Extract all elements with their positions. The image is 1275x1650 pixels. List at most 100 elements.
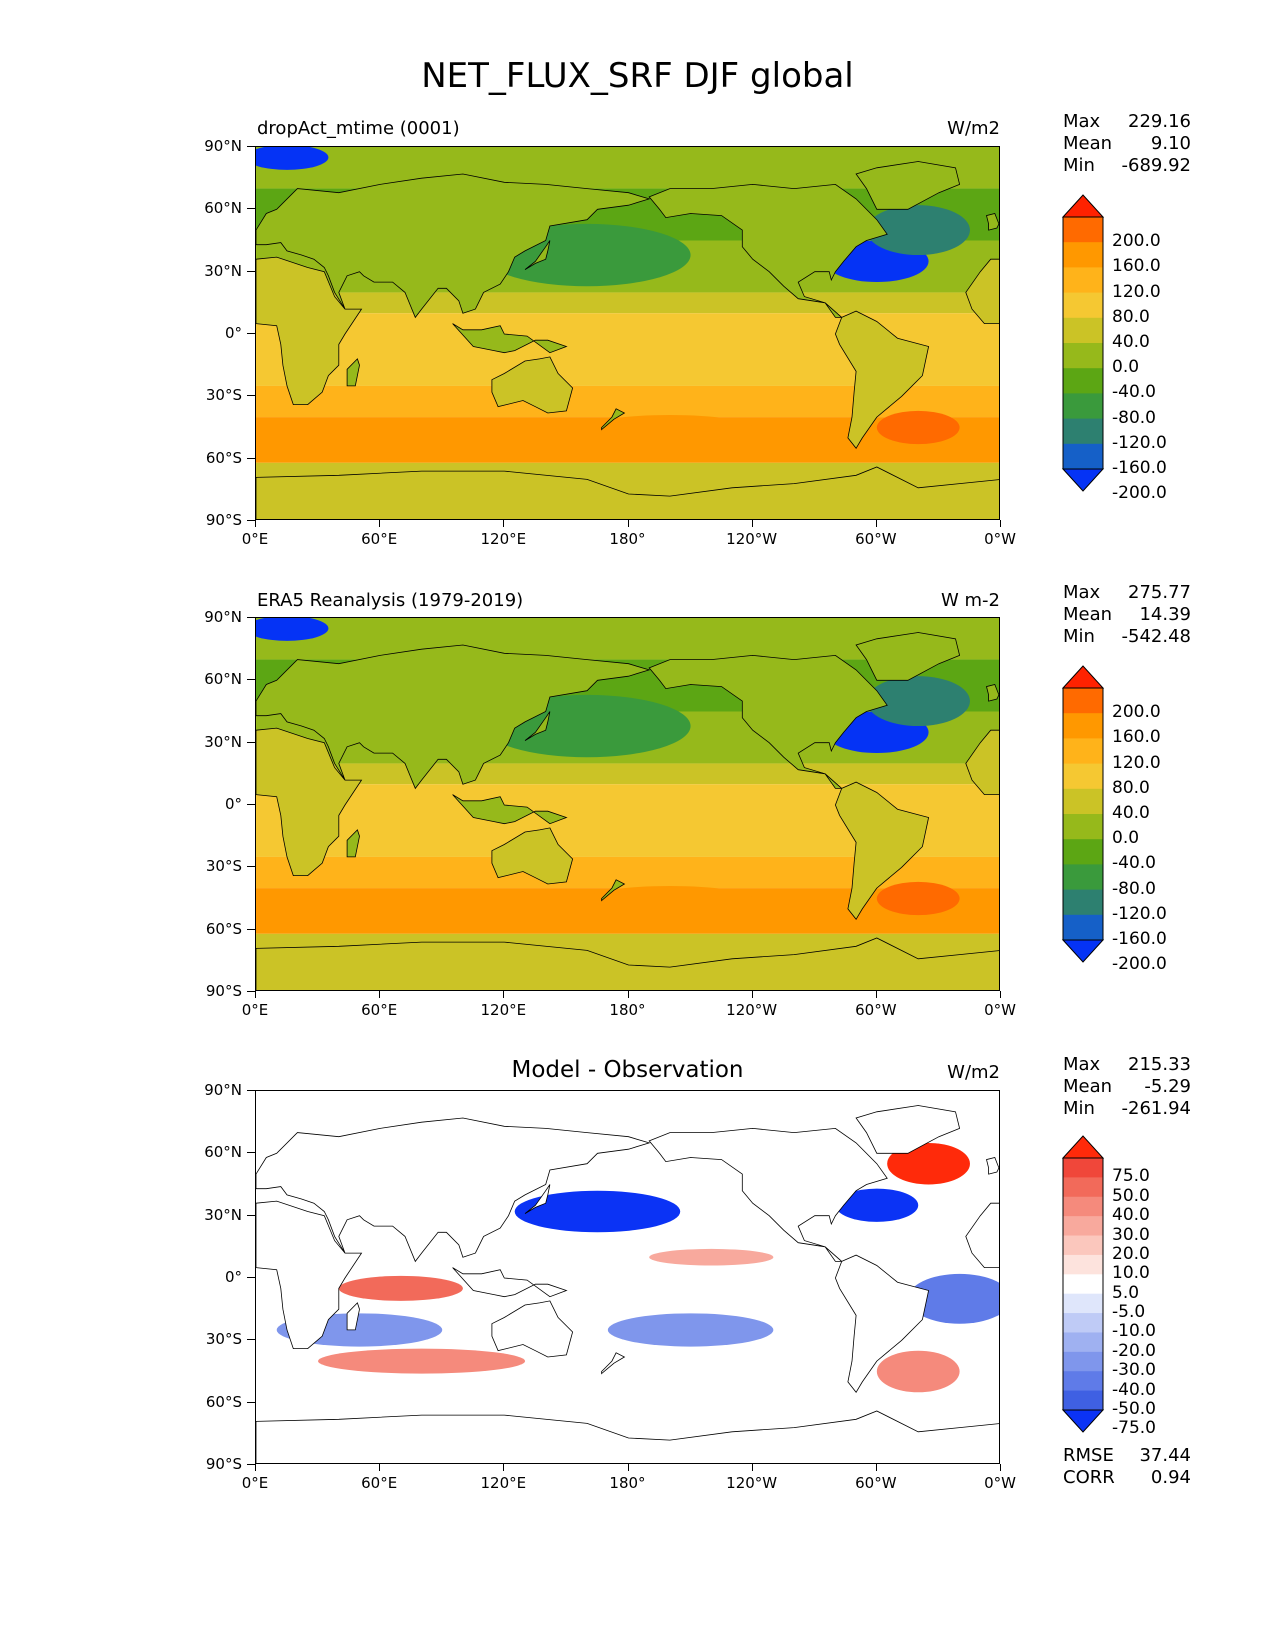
south-pacific-heating-area: [587, 415, 753, 440]
lat-tick-label: 90°N: [204, 137, 242, 155]
landmass-madagascar: [346, 829, 360, 858]
rmse-value: 37.44: [1139, 1445, 1191, 1466]
lat-tick: [247, 1339, 255, 1341]
colorbar-segment: [1063, 1196, 1103, 1217]
lat-tick-label: 90°N: [204, 608, 242, 626]
lon-tick: [627, 1464, 629, 1471]
colorbar-tick-label: 40.0: [1112, 803, 1150, 823]
landmass-madagascar: [346, 358, 360, 387]
panel-title-left: ERA5 Reanalysis (1979-2019): [257, 590, 524, 611]
mean-value: -5.29: [1144, 1076, 1191, 1097]
colorbar-tick-label: 75.0: [1112, 1166, 1150, 1187]
mean-label: Mean: [1063, 133, 1113, 154]
colorbar-segment: [1063, 738, 1103, 765]
lon-tick: [751, 520, 753, 527]
lat-tick: [247, 741, 255, 743]
colorbar-segment: [1063, 889, 1103, 916]
lat-tick: [247, 395, 255, 397]
colorbar-segment: [1063, 814, 1103, 840]
lat-tick-label: 90°S: [205, 1455, 242, 1473]
landmass-namerica: [648, 1127, 888, 1262]
colorbar-segment: [1063, 393, 1103, 420]
lat-tick: [247, 1277, 255, 1278]
colorbar-outline: [1062, 216, 1104, 470]
lat-tick-label: 90°S: [205, 982, 242, 1000]
panel-title-center: Model - Observation: [511, 1057, 744, 1083]
panel-title-left: dropAct_mtime (0001): [257, 118, 460, 139]
lat-tick: [247, 520, 255, 521]
lon-tick: [255, 520, 256, 527]
lat-tick-label: 90°N: [204, 1081, 242, 1099]
colorbar-svg: [1061, 194, 1105, 492]
colorbar-segment: [1063, 713, 1103, 739]
landmass-africa_w: [965, 258, 999, 324]
lon-tick: [1000, 1464, 1001, 1471]
lon-tick: [379, 1464, 381, 1471]
colorbar-tick-label: 50.0: [1112, 1185, 1150, 1206]
lat-tick-label: 60°N: [204, 670, 242, 689]
landmass-australia: [491, 1300, 574, 1358]
lat-tick: [247, 928, 255, 930]
colorbar-tick-label: -40.0: [1112, 853, 1156, 874]
stats-box: Max 275.77 Mean 14.39 Min -542.48: [1063, 582, 1191, 648]
colorbar-tick-label: 80.0: [1112, 777, 1150, 798]
colorbar-segment: [1063, 368, 1103, 394]
lat-tick-label: 0°: [224, 795, 242, 813]
landmass-japan: [524, 1184, 551, 1214]
lat-tick-label: 60°S: [205, 448, 242, 467]
lon-tick-label: 60°E: [361, 1001, 398, 1019]
colorbar-tick-label: -120.0: [1112, 432, 1167, 453]
indian-ocean-positive-area: [338, 1275, 463, 1301]
min-value: -689.92: [1121, 155, 1191, 176]
landmass-antarctica: [256, 1410, 999, 1463]
map-area: [255, 1090, 1000, 1464]
lat-tick: [247, 1090, 255, 1091]
lat-tick: [247, 1464, 255, 1465]
colorbar-segment: [1063, 1235, 1103, 1256]
lon-tick-label: 120°W: [726, 1474, 778, 1492]
landmass-uk: [986, 684, 999, 702]
lon-tick: [875, 991, 877, 998]
colorbar-tick-label: 20.0: [1112, 1243, 1150, 1264]
landmass-samerica: [834, 781, 930, 921]
lon-tick: [503, 1464, 505, 1471]
mean-label: Mean: [1063, 604, 1113, 625]
colorbar-segment: [1063, 1313, 1103, 1333]
colorbar-tick-label: 5.0: [1112, 1282, 1140, 1303]
lat-tick: [247, 617, 255, 618]
lon-tick: [627, 520, 629, 527]
colorbar-tick-label: 120.0: [1112, 281, 1161, 302]
lon-tick-label: 60°E: [361, 530, 398, 548]
colorbar-segment: [1063, 914, 1103, 941]
colorbar-tick-label: -50.0: [1112, 1399, 1156, 1419]
landmass-nz: [601, 408, 626, 431]
north-atlantic-area: [866, 205, 970, 256]
colorbar: [1061, 665, 1107, 963]
lat-tick: [247, 1214, 255, 1216]
mean-value: 9.10: [1150, 133, 1191, 154]
south-pacific-negative-area: [607, 1313, 774, 1347]
lon-tick-label: 0°E: [241, 1474, 269, 1492]
colorbar-extend-max: [1061, 194, 1105, 218]
colorbar-segment: [1063, 292, 1103, 319]
colorbar-tick-label: -160.0: [1112, 458, 1167, 478]
colorbar-segment: [1063, 688, 1103, 714]
landmass-antarctica: [256, 937, 999, 990]
landmass-samerica: [834, 1254, 930, 1394]
colorbar-extend-min: [1061, 468, 1105, 492]
north-atlantic-area: [866, 676, 970, 727]
mean-label: Mean: [1063, 1076, 1113, 1097]
arctic-cooling-area: [256, 618, 329, 641]
lon-tick-label: 120°E: [480, 1474, 527, 1492]
landmass-greenland: [855, 161, 961, 210]
lat-tick: [247, 146, 255, 147]
lat-tick-label: 60°N: [204, 1143, 242, 1162]
map-area: [255, 617, 1000, 991]
north-pacific-negative-area: [514, 1190, 681, 1233]
colorbar-segment: [1063, 418, 1103, 445]
lat-tick-label: 60°S: [205, 1392, 242, 1411]
colorbar-segment: [1063, 788, 1103, 815]
landmass-greenland: [855, 1105, 961, 1154]
lat-tick: [247, 866, 255, 868]
colorbar-extend-min: [1061, 1409, 1105, 1433]
